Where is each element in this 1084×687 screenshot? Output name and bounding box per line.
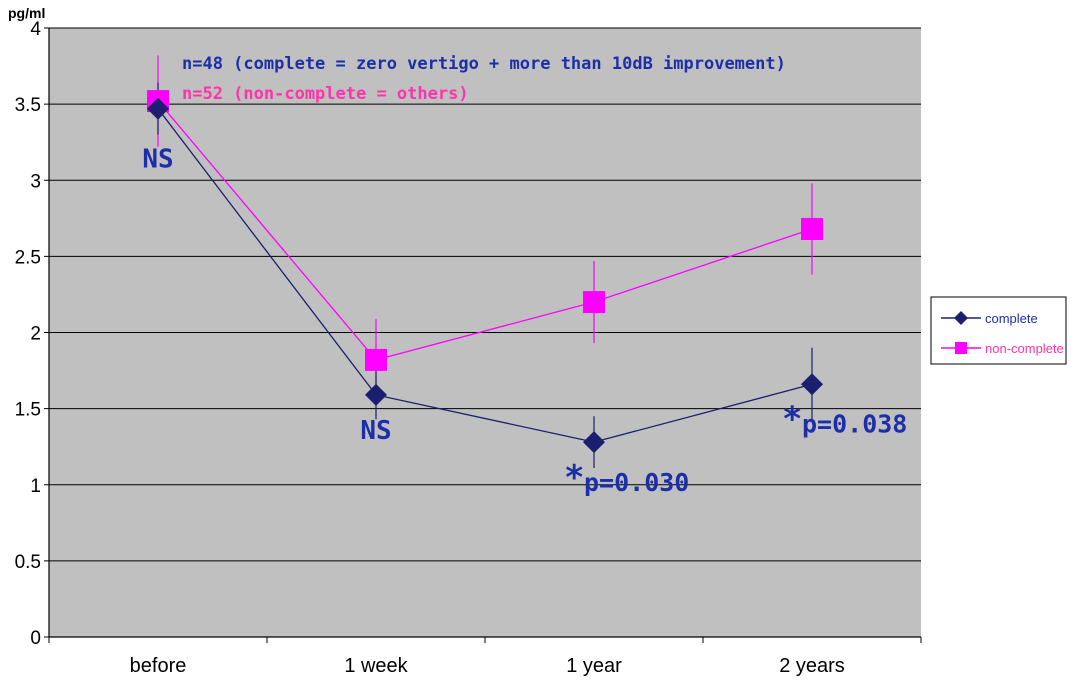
y-tick-label: 3: [30, 171, 41, 192]
x-tick-label: 1 week: [344, 655, 408, 677]
legend-marker-complete: [954, 311, 968, 325]
legend-label-noncomplete: non-complete: [985, 341, 1064, 356]
y-tick-label: 0.5: [15, 552, 41, 573]
y-tick-labels: 0 0.5 1 1.5 2 2.5 3 3.5 4: [15, 19, 42, 649]
legend-marker-noncomplete: [955, 342, 967, 354]
legend: complete non-complete: [930, 296, 1067, 365]
annotation-noncomplete-n: n=52 (non-complete = others): [182, 84, 469, 104]
y-tick-label: 2: [30, 324, 41, 345]
y-tick-label: 4: [30, 19, 41, 40]
legend-box: [930, 296, 1067, 365]
marker-non-complete: [583, 291, 605, 314]
significance-star: *: [564, 458, 584, 498]
marker-non-complete: [365, 348, 387, 371]
marker-complete: [583, 431, 605, 454]
significance-label: p=0.038: [802, 409, 907, 438]
legend-label-complete: complete: [985, 311, 1038, 326]
annotation-complete-n: n=48 (complete = zero vertigo + more tha…: [182, 54, 786, 74]
significance-label: NS: [360, 416, 391, 446]
gridlines: [49, 27, 921, 562]
marker-complete: [147, 97, 169, 120]
marker-complete: [801, 373, 823, 396]
y-tick-label: 1: [30, 476, 41, 497]
x-tick-label: 2 years: [779, 655, 845, 677]
axes: [44, 27, 922, 643]
y-tick-label: 3.5: [15, 95, 41, 116]
series: [147, 55, 823, 469]
significance-star: *: [782, 399, 802, 439]
marker-non-complete: [801, 217, 823, 240]
significance-label: p=0.030: [584, 468, 689, 497]
y-tick-label: 0: [30, 628, 41, 649]
x-tick-label: 1 year: [566, 655, 622, 677]
significance-label: NS: [142, 145, 173, 175]
y-axis-unit-label: pg/ml: [8, 5, 45, 21]
series-line-non-complete: [157, 100, 813, 361]
marker-complete: [365, 383, 387, 406]
markers-complete: [147, 97, 823, 454]
x-tick-labels: before 1 week 1 year 2 years: [130, 655, 845, 677]
y-tick-label: 1.5: [15, 400, 41, 421]
x-tick-label: before: [130, 655, 187, 677]
series-line-complete: [157, 108, 813, 443]
y-tick-label: 2.5: [15, 247, 41, 268]
